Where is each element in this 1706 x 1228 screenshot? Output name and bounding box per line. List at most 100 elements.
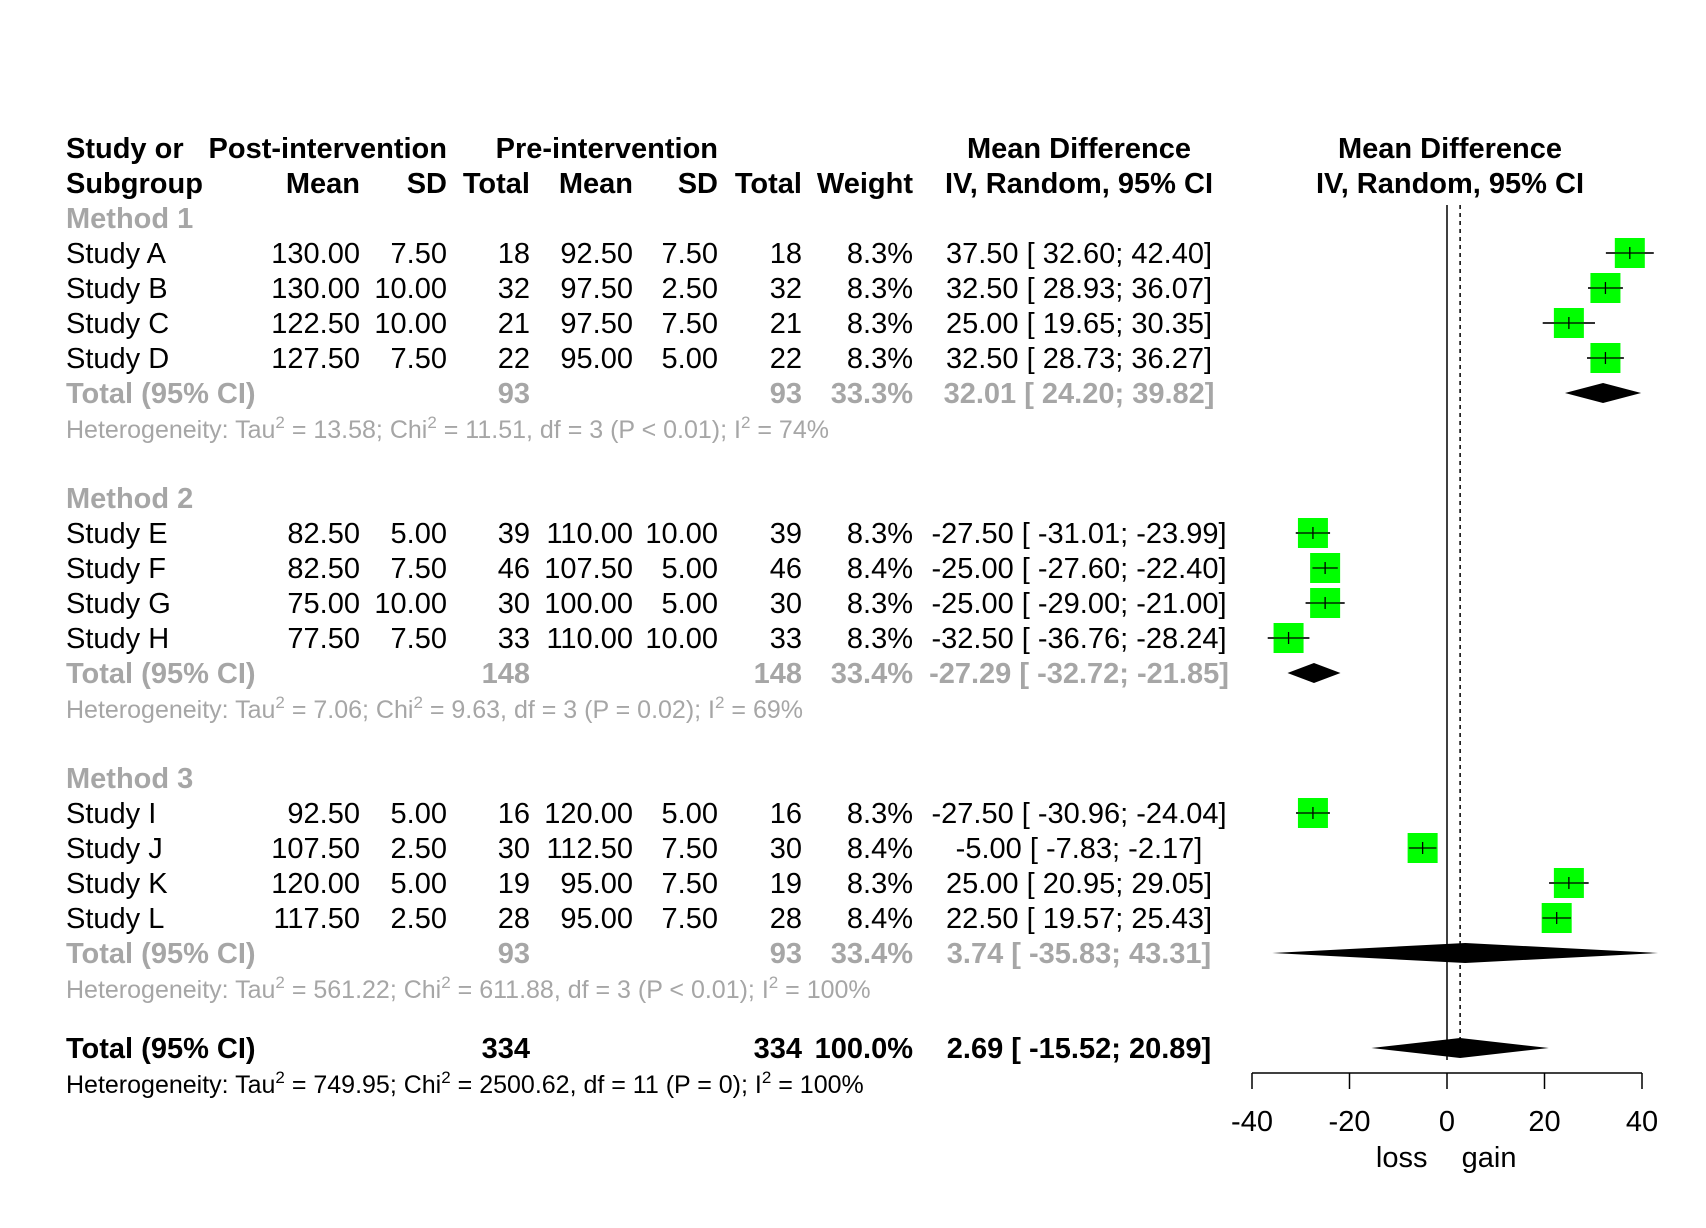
pre-mean: 100.00 — [544, 588, 633, 620]
header-post-intervention: Post-intervention — [209, 133, 447, 165]
post-sd: 5.00 — [391, 868, 447, 900]
study-name: Study K — [66, 868, 168, 900]
x-tick-label: 0 — [1439, 1106, 1455, 1138]
header-study: Study or — [66, 133, 184, 165]
heterogeneity-sup2: 2 — [427, 413, 436, 432]
subgroup-weight: 33.3% — [831, 378, 913, 410]
subgroup-diamond — [1564, 383, 1642, 403]
heterogeneity-sup3: 2 — [769, 973, 778, 992]
subgroup-post-total: 93 — [498, 378, 530, 410]
post-mean: 130.00 — [271, 273, 360, 305]
heterogeneity-sup1: 2 — [275, 693, 284, 712]
post-mean: 82.50 — [287, 518, 360, 550]
heterogeneity-sup3: 2 — [715, 693, 724, 712]
x-tick-label: -40 — [1231, 1106, 1273, 1138]
post-mean: 75.00 — [287, 588, 360, 620]
heterogeneity-sup1: 2 — [275, 413, 284, 432]
header-md-text-2: IV, Random, 95% CI — [945, 168, 1213, 200]
mean-difference-ci: 37.50 [ 32.60; 42.40] — [946, 238, 1212, 270]
post-mean: 82.50 — [287, 553, 360, 585]
post-mean: 130.00 — [271, 238, 360, 270]
study-name: Study F — [66, 553, 166, 585]
pre-mean: 112.50 — [546, 833, 633, 865]
study-name: Study J — [66, 833, 163, 865]
mean-difference-ci: 32.50 [ 28.93; 36.07] — [946, 273, 1212, 305]
weight: 8.3% — [847, 273, 913, 305]
pre-sd: 7.50 — [662, 308, 718, 340]
weight: 8.3% — [847, 798, 913, 830]
weight: 8.3% — [847, 518, 913, 550]
post-sd: 10.00 — [374, 273, 447, 305]
header-post-sd: SD — [407, 168, 447, 200]
post-total: 18 — [498, 238, 530, 270]
subgroup-heterogeneity: Heterogeneity: Tau2 = 13.58; Chi2 = 11.5… — [66, 413, 829, 444]
subgroup-label: Method 2 — [66, 483, 193, 515]
study-name: Study H — [66, 623, 169, 655]
subgroup-post-total: 148 — [482, 658, 530, 690]
pre-mean: 107.50 — [544, 553, 633, 585]
pre-mean: 95.00 — [560, 868, 633, 900]
post-mean: 117.50 — [273, 903, 360, 935]
post-mean: 122.50 — [271, 308, 360, 340]
post-sd: 10.00 — [374, 308, 447, 340]
heterogeneity-prefix: Heterogeneity: Tau — [66, 976, 275, 1004]
weight: 8.4% — [847, 833, 913, 865]
heterogeneity-sup1: 2 — [275, 1068, 284, 1087]
pre-total: 32 — [770, 273, 802, 305]
pre-sd: 5.00 — [662, 588, 718, 620]
header-md-text-1: Mean Difference — [967, 133, 1191, 165]
pre-mean: 110.00 — [546, 623, 633, 655]
pre-mean: 120.00 — [544, 798, 633, 830]
study-name: Study C — [66, 308, 169, 340]
subgroup-weight: 33.4% — [831, 938, 913, 970]
pre-mean: 110.00 — [546, 518, 633, 550]
pre-total: 33 — [770, 623, 802, 655]
heterogeneity-prefix: Heterogeneity: Tau — [66, 696, 275, 724]
pre-total: 19 — [770, 868, 802, 900]
pre-sd: 10.00 — [645, 623, 718, 655]
post-mean: 77.50 — [287, 623, 360, 655]
mean-difference-ci: -25.00 [ -29.00; -21.00] — [931, 588, 1226, 620]
heterogeneity-mid2: = 2500.62, df = 11 (P = 0); I — [451, 1071, 762, 1099]
post-sd: 5.00 — [391, 798, 447, 830]
mean-difference-ci: -25.00 [ -27.60; -22.40] — [931, 553, 1226, 585]
pre-total: 18 — [770, 238, 802, 270]
heterogeneity-sup3: 2 — [741, 413, 750, 432]
post-sd: 2.50 — [391, 833, 447, 865]
post-sd: 7.50 — [391, 238, 447, 270]
heterogeneity-mid2: = 611.88, df = 3 (P < 0.01); I — [451, 976, 769, 1004]
heterogeneity-mid2: = 11.51, df = 3 (P < 0.01); I — [437, 416, 741, 444]
pre-sd: 5.00 — [662, 798, 718, 830]
post-total: 22 — [498, 343, 530, 375]
heterogeneity-prefix: Heterogeneity: Tau — [66, 416, 275, 444]
heterogeneity-mid1: = 561.22; Chi — [285, 976, 441, 1004]
heterogeneity-prefix: Heterogeneity: Tau — [66, 1071, 275, 1099]
pre-total: 30 — [770, 588, 802, 620]
weight: 8.3% — [847, 308, 913, 340]
subgroup-total-label: Total (95% CI) — [66, 938, 256, 970]
subgroup-heterogeneity: Heterogeneity: Tau2 = 561.22; Chi2 = 611… — [66, 973, 871, 1004]
x-label-gain: gain — [1462, 1142, 1517, 1174]
pre-sd: 7.50 — [662, 238, 718, 270]
pre-mean: 92.50 — [560, 238, 633, 270]
x-tick-label: 20 — [1528, 1106, 1560, 1138]
study-name: Study E — [66, 518, 168, 550]
header-pre-total: Total — [735, 168, 802, 200]
header-pre-mean: Mean — [559, 168, 633, 200]
mean-difference-ci: -27.50 [ -30.96; -24.04] — [931, 798, 1226, 830]
heterogeneity-mid1: = 7.06; Chi — [285, 696, 414, 724]
x-tick-label: 40 — [1626, 1106, 1658, 1138]
pre-sd: 10.00 — [645, 518, 718, 550]
subgroup-weight: 33.4% — [831, 658, 913, 690]
pre-total: 16 — [770, 798, 802, 830]
header-md-plot-1: Mean Difference — [1338, 133, 1562, 165]
header-pre-intervention: Pre-intervention — [496, 133, 718, 165]
pre-total: 46 — [770, 553, 802, 585]
overall-heterogeneity: Heterogeneity: Tau2 = 749.95; Chi2 = 250… — [66, 1068, 864, 1099]
pre-mean: 95.00 — [560, 343, 633, 375]
pre-total: 30 — [770, 833, 802, 865]
x-label-loss: loss — [1376, 1142, 1428, 1174]
pre-sd: 5.00 — [662, 553, 718, 585]
study-name: Study D — [66, 343, 169, 375]
post-sd: 7.50 — [391, 553, 447, 585]
